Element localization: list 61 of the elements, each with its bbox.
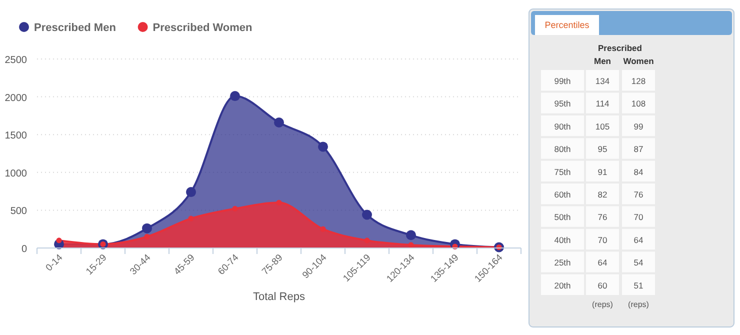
category-label: 50th <box>554 212 572 222</box>
legend-label: Prescribed Women <box>152 22 253 34</box>
category-label: 90th <box>554 121 572 132</box>
data-label: 54 <box>634 258 644 268</box>
data-label: 82 <box>598 190 608 200</box>
point <box>186 187 196 198</box>
category-label: 20th <box>554 280 572 290</box>
point <box>318 142 328 152</box>
point <box>144 234 150 240</box>
data-label: 60 <box>598 280 608 290</box>
data-label: 99 <box>634 121 644 132</box>
data-label: 87 <box>634 144 644 154</box>
y-tick-label: 2000 <box>4 92 28 104</box>
point <box>276 200 282 206</box>
text: (reps) <box>628 300 650 309</box>
y-tick-label: 1000 <box>4 168 28 180</box>
point <box>232 206 238 212</box>
data-label: 134 <box>595 76 610 86</box>
x-axis-title: Total Reps <box>253 291 306 303</box>
category-label: 60th <box>554 190 572 200</box>
data-label: 51 <box>634 280 644 290</box>
text: (reps) <box>592 300 614 309</box>
point <box>364 238 370 244</box>
point <box>56 238 62 244</box>
y-tick-label: 500 <box>10 206 28 218</box>
legend-label: Prescribed Men <box>34 22 116 34</box>
text: Prescribed <box>598 43 642 53</box>
data-label: 76 <box>598 212 608 222</box>
point <box>406 230 416 240</box>
category-label: 25th <box>554 258 572 268</box>
category-label: 80th <box>554 144 572 154</box>
x-tick-label: 0-14 <box>44 252 66 274</box>
point <box>362 210 372 220</box>
category-label: 40th <box>554 234 572 245</box>
data-label: 64 <box>634 234 644 245</box>
text: Percentiles <box>544 20 590 30</box>
series-label: Men <box>594 56 611 66</box>
data-label: 91 <box>598 166 608 177</box>
data-label: 84 <box>634 166 644 177</box>
point <box>408 242 414 248</box>
data-label: 70 <box>598 234 608 245</box>
data-label: 70 <box>634 212 644 222</box>
category-label: 99th <box>554 76 572 86</box>
category-label: 95th <box>554 98 572 109</box>
point <box>230 91 240 102</box>
y-tick-label: 0 <box>21 244 28 255</box>
point <box>188 216 194 222</box>
data-label: 95 <box>598 144 608 154</box>
point <box>320 226 326 232</box>
data-label: 114 <box>596 98 610 109</box>
data-label: 105 <box>595 121 610 132</box>
point <box>142 223 152 234</box>
y-tick-label: 2500 <box>4 55 28 66</box>
data-label: 64 <box>598 258 608 268</box>
data-label: 128 <box>631 76 646 86</box>
y-tick-label: 1500 <box>4 130 28 142</box>
data-label: 108 <box>631 98 646 109</box>
category-label: 75th <box>554 166 572 177</box>
data-label: 76 <box>634 190 644 200</box>
point <box>274 118 284 128</box>
series-label: Women <box>623 56 654 66</box>
